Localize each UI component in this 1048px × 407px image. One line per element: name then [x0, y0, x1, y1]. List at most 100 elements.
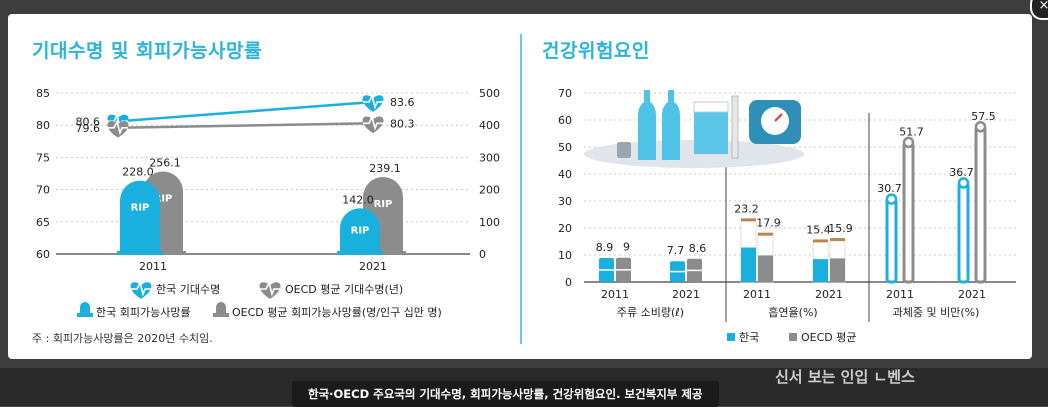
oecd-mortality-label: 239.1	[369, 162, 401, 175]
bottle-icon	[662, 90, 680, 160]
legend-oecd-swatch	[789, 333, 797, 341]
right-legend: 한국 OECD 평균	[727, 331, 857, 344]
group-label: 흡연율(%)	[768, 305, 817, 319]
y-tick-right: 200	[479, 184, 500, 197]
legend-oecd-heart-icon	[259, 280, 281, 299]
y-tick-right: 400	[479, 119, 500, 132]
tombstone-base	[213, 313, 229, 317]
korea-heart-marker	[362, 93, 384, 112]
oecd-value-label: 57.5	[971, 110, 996, 123]
pulse-line	[108, 119, 128, 136]
y-tick-right: 300	[479, 151, 500, 164]
korea-value-label: 30.7	[877, 182, 902, 195]
oecd-mortality-label: 256.1	[149, 157, 181, 170]
oecd-bar	[830, 258, 845, 282]
y-tick-left: 80	[36, 119, 50, 132]
korea-bar-tip	[813, 239, 828, 243]
tombstone-base	[117, 251, 163, 255]
heart-shape	[362, 116, 384, 134]
legend-oecd-tombstone-icon	[213, 302, 229, 317]
korea-bar	[813, 259, 828, 282]
legend-korea-swatch	[727, 333, 735, 341]
pulse-line	[363, 93, 383, 110]
x-tick: 2011	[601, 288, 629, 301]
x-tick: 2021	[359, 260, 387, 273]
health-risk-chart: 0 10 20 30 40 50 60 70 8.9 9 2011 7.7 8.6 2021 주류 소비량(…	[558, 87, 1016, 344]
y-tick-left: 85	[36, 87, 50, 100]
close-button[interactable]: ×	[1030, 0, 1048, 20]
oecd-value-label: 8.6	[689, 242, 707, 255]
life-expectancy-chart: 60 65 70 75 80 85 0 100 200 300 400 500 2011 2021 RIP R…	[36, 87, 500, 319]
y-tick-left: 60	[36, 248, 50, 261]
bottle-icon	[638, 90, 656, 160]
tombstone-base	[337, 251, 383, 255]
y-tick: 30	[558, 195, 572, 208]
x-tick: 2021	[672, 288, 700, 301]
oecd-value-label: 9	[623, 241, 630, 254]
oecd-bar	[974, 125, 987, 284]
group-label: 과체중 및 비만(%)	[893, 306, 980, 319]
cigarette-pack-top	[693, 101, 729, 113]
korea-bar-cap	[957, 177, 970, 189]
cigarette-icon	[731, 95, 739, 159]
y-tick-right: 500	[479, 87, 500, 100]
photo-caption: 한국·OECD 주요국의 기대수명, 회피가능사망률, 건강위험요인. 보건복지…	[292, 381, 719, 407]
legend-label: OECD 평균 회피가능사망률(명/인구 십만 명)	[232, 306, 442, 319]
y-tick: 60	[558, 114, 572, 127]
pulse-line	[131, 280, 151, 297]
legend-label: OECD 평균	[801, 331, 857, 344]
x-tick: 2011	[743, 288, 771, 301]
korea-bar-cap	[885, 193, 898, 205]
legend-label: 한국 기대수명	[156, 283, 220, 296]
oecd-bar	[902, 140, 915, 284]
korea-life-label: 80.6	[76, 115, 101, 128]
y-tick: 10	[558, 249, 572, 262]
x-tick: 2011	[886, 288, 914, 301]
legend-korea-heart-icon	[130, 280, 152, 299]
footnote: 주 : 회피가능사망률은 2020년 수치임.	[32, 332, 213, 345]
korea-bar	[885, 197, 898, 284]
left-legend: 한국 기대수명 OECD 평균 기대수명(년) 한국 회피가능사망률 OECD 평균 …	[77, 280, 442, 319]
korea-life-line	[117, 100, 374, 123]
y-tick: 50	[558, 141, 572, 154]
pulse-line	[260, 280, 280, 297]
x-tick: 2021	[815, 288, 843, 301]
y-tick-right: 0	[479, 248, 486, 261]
korea-bar-tip	[741, 218, 756, 222]
oecd-value-label: 17.9	[756, 217, 781, 230]
oecd-heart-marker	[107, 119, 129, 138]
oecd-heart-marker	[362, 115, 384, 134]
right-section-title: 건강위험요인	[542, 40, 650, 62]
oecd-life-label: 80.3	[390, 117, 415, 130]
y-tick-left: 70	[36, 184, 50, 197]
korea-tombstone: RIP	[337, 208, 383, 255]
cup-icon	[617, 142, 631, 158]
korea-value-label: 23.2	[734, 202, 759, 215]
korea-value-label: 7.7	[667, 244, 685, 257]
korea-tombstone: RIP	[117, 180, 163, 255]
legend-label: 한국 회피가능사망률	[96, 306, 191, 319]
tombstone-body	[216, 302, 226, 316]
left-section-title: 기대수명 및 회피가능사망률	[32, 40, 262, 62]
oecd-bar-cap	[902, 136, 915, 149]
x-tick: 2011	[139, 260, 167, 273]
tombstone-label: RIP	[154, 194, 173, 205]
pulse-line	[363, 115, 383, 131]
y-tick: 20	[558, 222, 572, 235]
korea-bar	[741, 247, 756, 282]
heart-shape	[259, 282, 281, 299]
section-divider	[520, 34, 522, 344]
y-tick: 40	[558, 168, 572, 181]
oecd-value-label: 15.9	[828, 222, 853, 235]
oecd-bar	[758, 255, 773, 282]
cigarette-pack-icon	[694, 110, 728, 154]
legend-korea-tombstone-icon	[77, 302, 93, 317]
tombstone-body	[80, 302, 90, 316]
korea-bar	[957, 181, 970, 284]
y-tick-left: 75	[36, 151, 50, 164]
oecd-life-line	[117, 122, 374, 130]
oecd-bar-cap	[974, 121, 987, 133]
legend-label: OECD 평균 기대수명(년)	[285, 283, 403, 296]
tombstone-label: RIP	[374, 199, 393, 210]
x-tick: 2021	[958, 288, 986, 301]
